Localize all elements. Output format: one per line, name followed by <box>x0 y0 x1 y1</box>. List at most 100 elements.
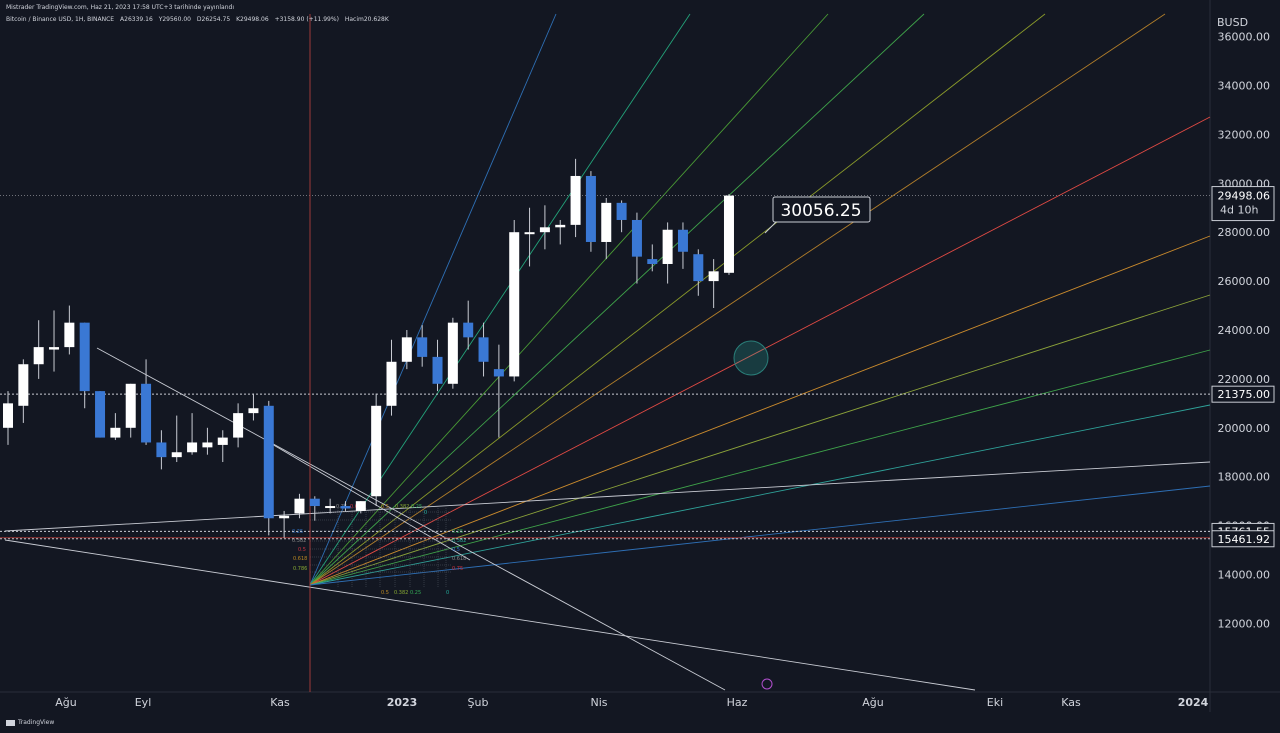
price-tick-label: 26000.00 <box>1218 275 1271 288</box>
candle-body[interactable] <box>647 259 658 264</box>
time-tick-label: 2023 <box>387 696 418 709</box>
candle-body[interactable] <box>309 498 320 507</box>
candle-body[interactable] <box>371 405 382 497</box>
fib-level-label: 0.25 <box>410 590 421 596</box>
tradingview-logo-icon <box>6 719 15 726</box>
fib-level-label: 0.5 <box>452 547 460 553</box>
candle-body[interactable] <box>493 369 504 377</box>
gann-fan-line <box>309 349 1211 586</box>
time-tick-label: Eyl <box>135 696 152 709</box>
fib-level-label: 0.5 <box>381 590 389 596</box>
gann-fan-line <box>309 13 829 586</box>
candle-body[interactable] <box>524 232 535 235</box>
candle-body[interactable] <box>677 229 688 252</box>
candle-body[interactable] <box>217 437 228 445</box>
time-tick-label: Ağu <box>862 696 883 709</box>
countdown-label: 4d 10h <box>1220 204 1258 217</box>
candle-body[interactable] <box>570 175 581 225</box>
candle-body[interactable] <box>585 175 596 242</box>
candle-body[interactable] <box>601 202 612 242</box>
candle-body[interactable] <box>401 337 412 362</box>
candle-body[interactable] <box>64 322 75 348</box>
candle-body[interactable] <box>386 361 397 406</box>
symbol-label: Bitcoin / Binance USD, 1H, BINANCE <box>6 16 115 23</box>
gann-fan-line <box>309 13 1046 586</box>
trend-line <box>4 461 1211 532</box>
candle-body[interactable] <box>233 413 244 438</box>
high-value: Y29560.00 <box>158 16 191 23</box>
candle-body[interactable] <box>355 501 366 511</box>
current-price-label: 29498.06 <box>1218 190 1271 203</box>
candle-body[interactable] <box>279 515 290 519</box>
level-price-label: 15461.92 <box>1218 533 1271 546</box>
candle-body[interactable] <box>110 427 121 438</box>
time-tick-label: 2024 <box>1178 696 1209 709</box>
candle-body[interactable] <box>95 391 106 438</box>
candle-body[interactable] <box>33 347 44 365</box>
price-tick-label: 14000.00 <box>1218 569 1271 582</box>
candle-body[interactable] <box>478 337 489 362</box>
candle-body[interactable] <box>263 405 274 519</box>
candle-body[interactable] <box>171 452 182 458</box>
candle-body[interactable] <box>631 219 642 257</box>
price-tick-label: 12000.00 <box>1218 617 1271 630</box>
candle-body[interactable] <box>125 383 136 428</box>
candle-body[interactable] <box>723 195 734 273</box>
footer-brand: TradingView <box>6 719 54 726</box>
candle-body[interactable] <box>616 202 627 220</box>
gann-fan-line <box>309 485 1211 586</box>
highlight-circle <box>733 340 769 376</box>
time-tick-label: Eki <box>987 696 1003 709</box>
low-value: D26254.75 <box>196 16 231 23</box>
candle-body[interactable] <box>141 383 152 443</box>
candle-body[interactable] <box>79 322 90 392</box>
time-tick-label: Nis <box>590 696 607 709</box>
fib-level-label: 0.25 <box>452 529 463 535</box>
change-value: +3158.90 (+11.99%) <box>274 16 339 23</box>
fib-level-label: 0 <box>446 590 449 596</box>
price-tick-label: 36000.00 <box>1218 31 1271 44</box>
level-price-label: 21375.00 <box>1218 388 1271 401</box>
level-price-box <box>1211 530 1275 548</box>
candle-body[interactable] <box>555 224 566 228</box>
price-tick-label: 34000.00 <box>1218 80 1271 93</box>
candle-body[interactable] <box>248 408 259 414</box>
candle-body[interactable] <box>18 364 29 406</box>
gann-fan-line <box>309 13 925 586</box>
price-tick-label: 32000.00 <box>1218 128 1271 141</box>
candle-body[interactable] <box>325 506 336 509</box>
candle-body[interactable] <box>294 498 305 514</box>
candle-body[interactable] <box>463 322 474 338</box>
candle-body[interactable] <box>539 227 550 233</box>
publisher-line: Mistrader TradingView.com, Haz 21, 2023 … <box>6 4 235 11</box>
candle-body[interactable] <box>432 356 443 384</box>
candle-body[interactable] <box>708 271 719 282</box>
candle-body[interactable] <box>202 442 213 448</box>
trend-line <box>96 347 726 691</box>
candle-body[interactable] <box>156 442 167 458</box>
candle-body[interactable] <box>417 337 428 357</box>
candle-body[interactable] <box>49 347 60 350</box>
candle-body[interactable] <box>3 403 13 428</box>
candle-body[interactable] <box>509 232 520 377</box>
candle-body[interactable] <box>662 229 673 264</box>
event-marker-icon[interactable] <box>761 678 773 690</box>
time-tick-label: Haz <box>727 696 748 709</box>
gann-fan-line <box>309 13 1166 586</box>
candle-body[interactable] <box>693 254 704 282</box>
gann-fan-line <box>309 404 1211 586</box>
current-price-box <box>1211 186 1275 222</box>
fib-level-label: 0.382 <box>394 590 408 596</box>
time-tick-label: Şub <box>468 696 489 709</box>
price-tick-label: 20000.00 <box>1218 422 1271 435</box>
ohlc-legend: Bitcoin / Binance USD, 1H, BINANCE A2633… <box>6 16 393 23</box>
volume-value: Hacim20.628K <box>344 16 389 23</box>
fib-level-label: 0.5 <box>381 504 389 510</box>
candle-body[interactable] <box>447 322 458 384</box>
price-axis-unit: BUSD <box>1217 16 1249 29</box>
candle-body[interactable] <box>340 506 351 509</box>
candle-body[interactable] <box>187 442 198 453</box>
time-tick-label: Kas <box>270 696 290 709</box>
